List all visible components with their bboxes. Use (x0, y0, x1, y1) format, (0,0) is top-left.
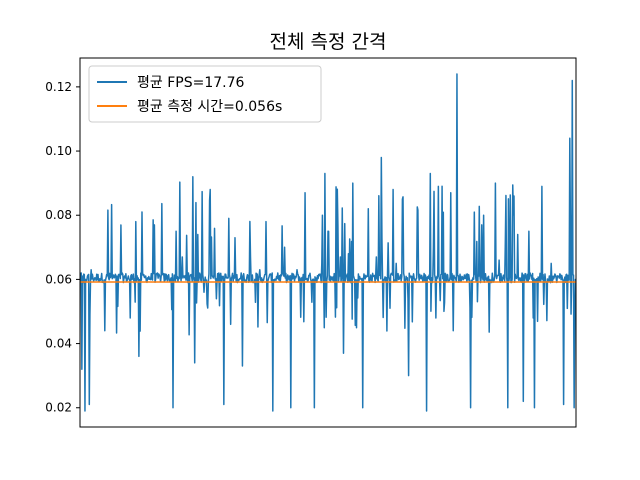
y-tick-label: 0.12 (45, 80, 72, 94)
legend-label: 평균 FPS=17.76 (137, 75, 244, 91)
y-tick-label: 0.02 (45, 401, 72, 415)
y-tick-label: 0.10 (45, 144, 72, 158)
legend-box (88, 65, 322, 123)
series-line-fps (80, 73, 576, 412)
y-tick-label: 0.06 (45, 272, 72, 286)
y-tick-label: 0.08 (45, 208, 72, 222)
plot-frame (79, 57, 577, 428)
chart-title: 전체 측정 간격 (270, 31, 387, 53)
legend: 평균 FPS=17.76 평균 측정 시간=0.056s (88, 65, 322, 123)
series-layer (80, 73, 576, 412)
y-axis: 0.02 0.04 0.06 0.08 0.10 0.12 (45, 80, 80, 415)
legend-label: 평균 측정 시간=0.056s (137, 99, 282, 115)
y-tick-label: 0.04 (45, 337, 72, 351)
